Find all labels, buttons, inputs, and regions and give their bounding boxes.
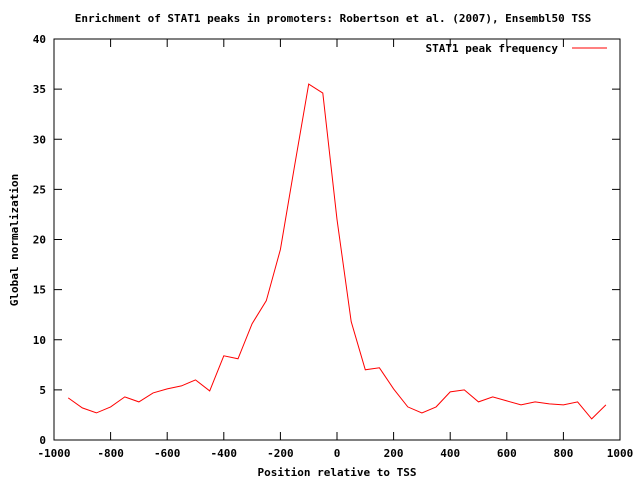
series-line <box>67 83 607 420</box>
x-tick-label: 600 <box>497 447 517 460</box>
x-tick-label: 800 <box>553 447 573 460</box>
chart-title: Enrichment of STAT1 peaks in promoters: … <box>75 12 592 25</box>
y-tick-label: 30 <box>33 133 46 146</box>
y-tick-label: 40 <box>33 33 46 46</box>
y-axis: 0 5 10 15 20 25 30 35 40 <box>33 33 620 447</box>
plot-frame <box>53 38 621 441</box>
x-tick-label: -400 <box>211 447 238 460</box>
x-tick-label: -600 <box>154 447 181 460</box>
x-tick-label: 1000 <box>607 447 634 460</box>
y-tick-label: 25 <box>33 183 46 196</box>
y-tick-label: 35 <box>33 83 46 96</box>
x-tick-label: -1000 <box>37 447 70 460</box>
x-tick-label: -800 <box>97 447 124 460</box>
y-tick-label: 15 <box>33 284 46 297</box>
legend-label: STAT1 peak frequency <box>426 42 559 55</box>
series-group <box>67 83 607 420</box>
y-tick-label: 5 <box>39 384 46 397</box>
x-tick-label: 400 <box>440 447 460 460</box>
x-tick-label: -200 <box>267 447 294 460</box>
y-tick-label: 20 <box>33 234 46 247</box>
x-tick-label: 0 <box>334 447 341 460</box>
legend: STAT1 peak frequency <box>426 42 607 55</box>
y-axis-label: Global normalization <box>8 174 21 306</box>
x-axis-label: Position relative to TSS <box>258 466 417 479</box>
y-tick-label: 0 <box>39 434 46 447</box>
x-tick-label: 200 <box>384 447 404 460</box>
y-tick-label: 10 <box>33 334 46 347</box>
x-axis: -1000 -800 -600 -400 -200 0 200 400 600 800 1000 <box>37 39 633 460</box>
